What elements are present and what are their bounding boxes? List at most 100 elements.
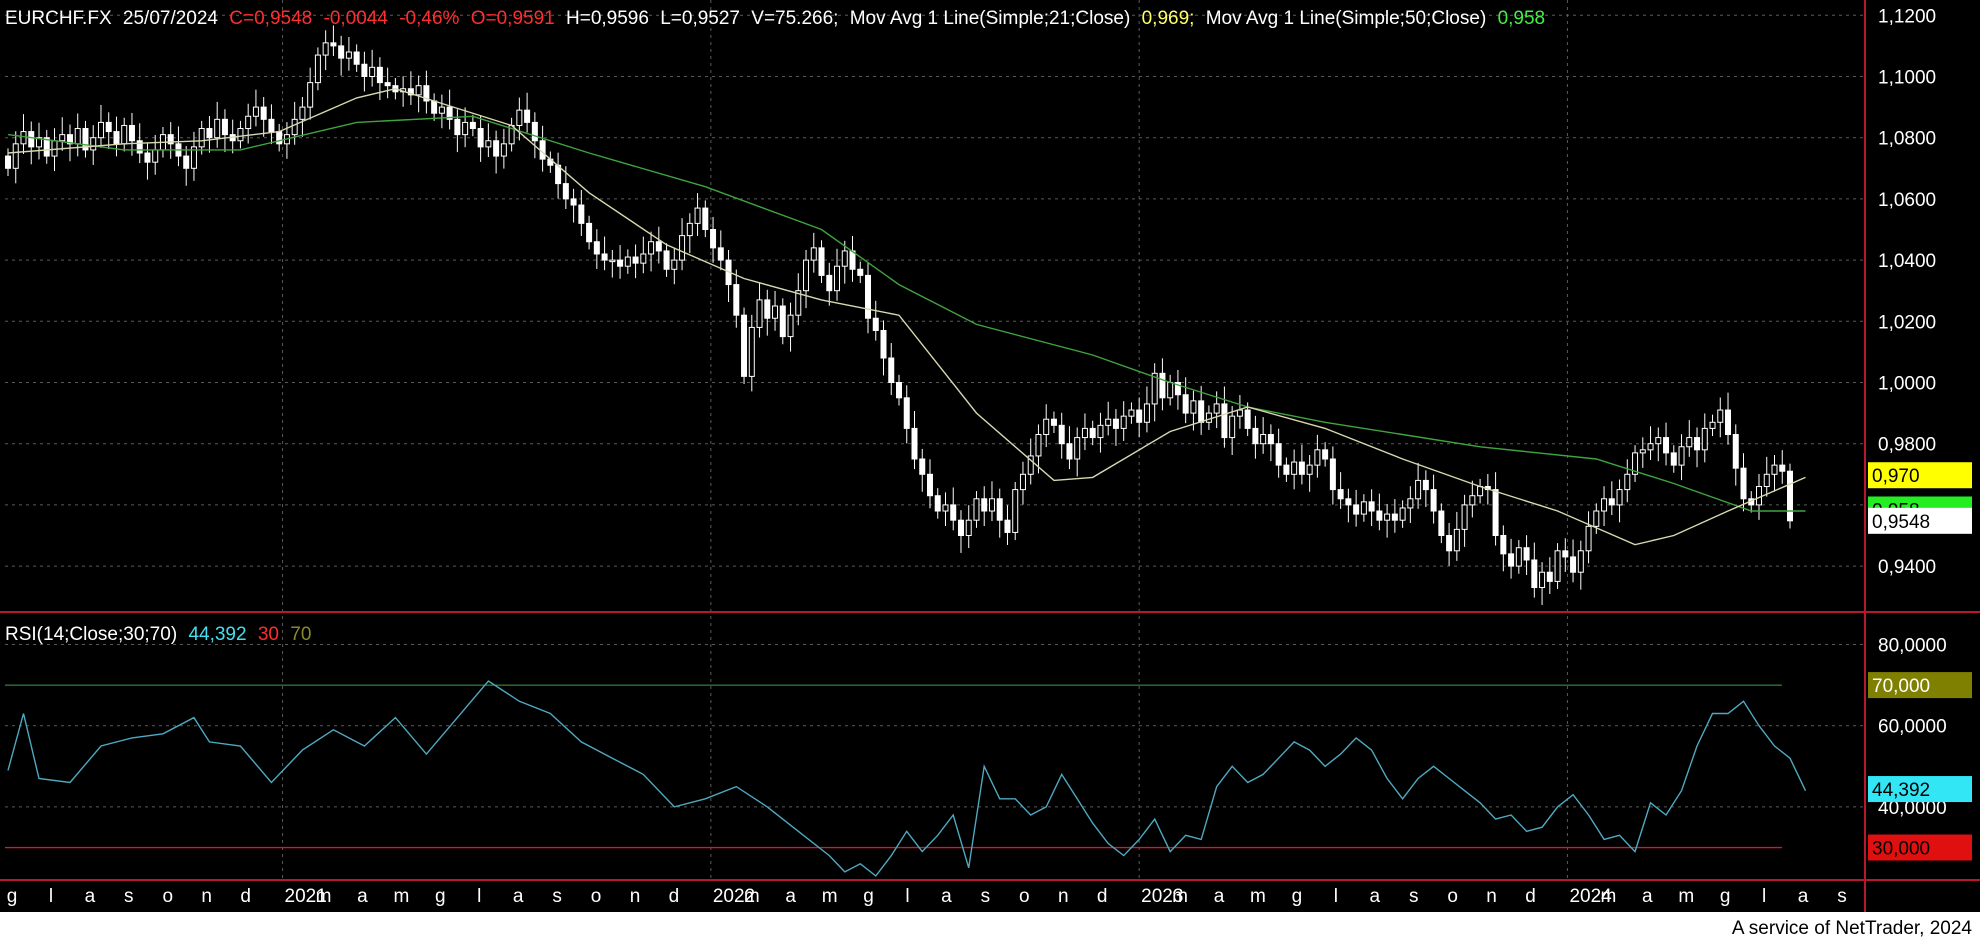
x-tick-label: o [1447, 886, 1458, 907]
x-tick-label: l [1762, 886, 1766, 907]
candle-up [1461, 504, 1468, 530]
rsi-high-level: 70 [290, 624, 311, 645]
candle-down [562, 183, 569, 200]
open-label: O=0,9591 [471, 8, 555, 29]
candle-down [1694, 437, 1701, 451]
candle-down [1608, 498, 1615, 506]
candle-up [1469, 495, 1476, 506]
candle-up [1756, 486, 1763, 506]
candle-down [1058, 424, 1065, 445]
candle-down [353, 51, 360, 65]
x-tick-label: l [905, 886, 909, 907]
candle-up [834, 265, 841, 292]
price-panel[interactable] [5, 25, 1806, 605]
candle-down [663, 250, 670, 270]
candle-up [152, 149, 159, 163]
candle-up [1012, 489, 1019, 533]
price-tick-label: 1,1000 [1878, 68, 1936, 89]
candle-down [105, 121, 112, 133]
ma50-line[interactable] [7, 115, 1806, 512]
rsi-line[interactable] [7, 680, 1807, 877]
candle-up [237, 128, 244, 142]
candle-down [733, 284, 740, 316]
candle-down [136, 140, 143, 154]
candle-down [632, 256, 639, 264]
candle-up [500, 143, 507, 157]
candle-down [1283, 464, 1290, 475]
x-tick-label: a [1214, 886, 1225, 907]
candle-down [423, 85, 430, 102]
candle-up [686, 222, 693, 237]
candle-up [307, 82, 314, 108]
candle-down [376, 66, 383, 84]
candle-down [919, 458, 926, 475]
x-tick-label: m [744, 886, 760, 907]
candle-up [624, 256, 631, 267]
candle-up [1236, 409, 1243, 417]
candle-up [1043, 418, 1050, 436]
candle-down [710, 229, 717, 249]
candle-up [942, 504, 949, 512]
x-tick-label: l [1334, 886, 1338, 907]
candle-down [1089, 427, 1096, 439]
x-tick-label: s [552, 886, 562, 907]
candle-up [245, 115, 252, 130]
candle-up [1407, 498, 1414, 509]
x-tick-label: a [1798, 886, 1809, 907]
candle-down [183, 155, 190, 169]
candle-down [950, 504, 957, 521]
candle-down [903, 397, 910, 429]
candle-down [779, 305, 786, 338]
candle-down [911, 427, 918, 460]
candle-down [113, 131, 120, 145]
ma21-line[interactable] [7, 87, 1806, 546]
candle-down [826, 274, 833, 292]
rsi-tick-label: 80,0000 [1878, 635, 1947, 656]
candle-down [1430, 489, 1437, 512]
x-tick-label: m [1250, 886, 1266, 907]
symbol-label: EURCHF.FX [5, 8, 112, 29]
candle-up [841, 250, 848, 267]
candle-up [1717, 409, 1724, 423]
candle-up [973, 498, 980, 521]
candle-up [90, 137, 97, 151]
axes: 1,1200 1,1000 1,0800 1,0600 1,0400 1,0200 1,00… [0, 0, 1980, 912]
candle-down [167, 134, 174, 145]
candle-up [20, 131, 27, 145]
candle-up [1686, 437, 1693, 448]
candle-down [524, 109, 531, 123]
candle-down [880, 329, 887, 359]
candle-up [1190, 400, 1197, 414]
x-tick-label: 2024 [1569, 886, 1612, 907]
rsi-panel[interactable] [5, 680, 1807, 877]
candle-up [795, 290, 802, 316]
x-tick-label: a [941, 886, 952, 907]
candle-down [617, 259, 624, 267]
last-price-tag-bg [1868, 507, 1972, 534]
footer-band [0, 912, 1980, 940]
candle-up [485, 140, 492, 148]
candle-up [1027, 455, 1034, 475]
candle-up [1453, 528, 1460, 552]
candle-up [1105, 418, 1112, 426]
candle-down [1174, 382, 1181, 396]
candle-up [756, 299, 763, 328]
candle-down [764, 299, 771, 319]
candle-up [1074, 437, 1081, 460]
x-tick-label: 2021 [285, 886, 327, 907]
x-tick-label: m [1172, 886, 1188, 907]
candle-up [1143, 403, 1150, 423]
x-tick-label: a [1369, 886, 1380, 907]
candle-down [454, 118, 461, 136]
candle-up [35, 137, 42, 148]
candle-up [1616, 489, 1623, 506]
x-tick-label: m [1600, 886, 1616, 907]
x-tick-label: a [513, 886, 524, 907]
candle-down [384, 82, 391, 87]
ma50-value: 0,958 [1498, 8, 1546, 29]
candle-down [1670, 452, 1677, 466]
candle-down [578, 204, 585, 224]
candle-up [252, 106, 259, 117]
